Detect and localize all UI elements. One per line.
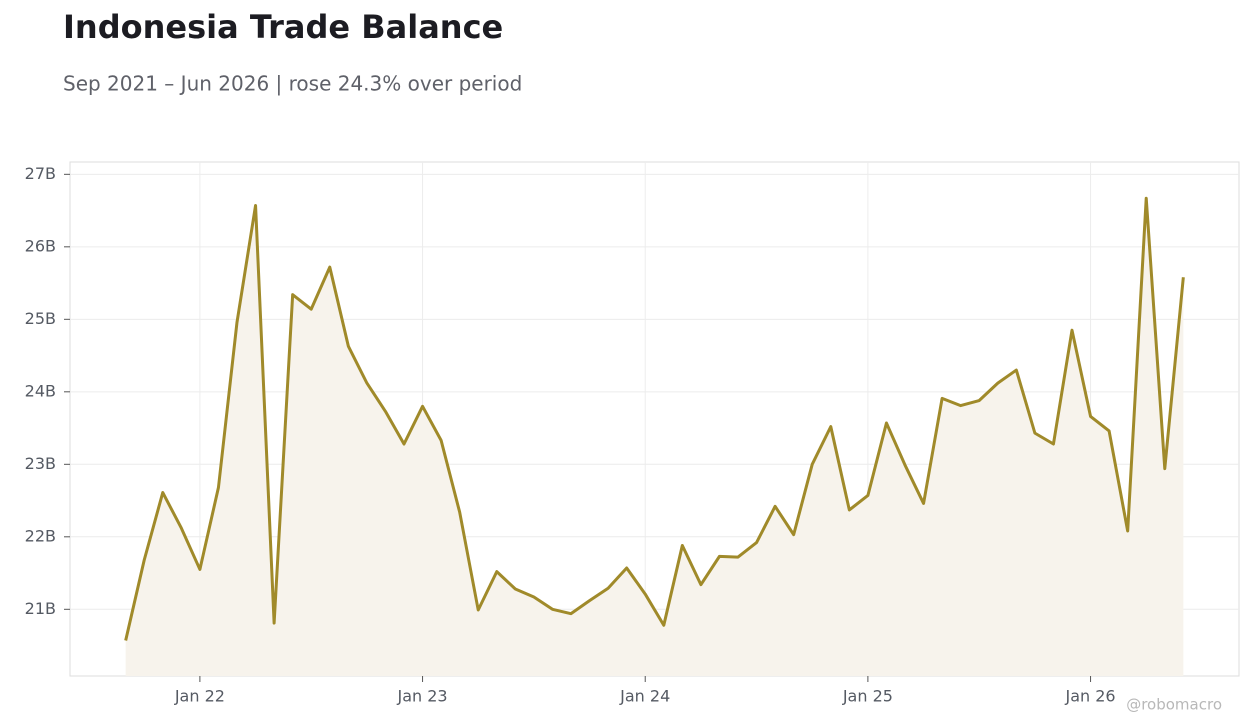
- y-tick-label: 24B: [25, 381, 56, 400]
- chart-subtitle: Sep 2021 – Jun 2026 | rose 24.3% over pe…: [63, 72, 522, 96]
- line: [124, 196, 1185, 641]
- x-tick-label: Jan 23: [397, 687, 448, 706]
- y-tick-label: 27B: [25, 164, 56, 183]
- area: [125, 198, 1184, 676]
- y-tick-label: 23B: [25, 454, 56, 473]
- watermark: @robomacro: [1126, 696, 1222, 714]
- x-tick-label: Jan 26: [1065, 687, 1116, 706]
- y-tick-label: 21B: [25, 599, 56, 618]
- y-tick-label: 26B: [25, 236, 56, 255]
- y-tick-label: 22B: [25, 526, 56, 545]
- chart-title: Indonesia Trade Balance: [63, 8, 503, 46]
- y-tick-label: 25B: [25, 309, 56, 328]
- x-tick-label: Jan 25: [842, 687, 893, 706]
- x-tick-label: Jan 24: [619, 687, 670, 706]
- x-tick-label: Jan 22: [174, 687, 225, 706]
